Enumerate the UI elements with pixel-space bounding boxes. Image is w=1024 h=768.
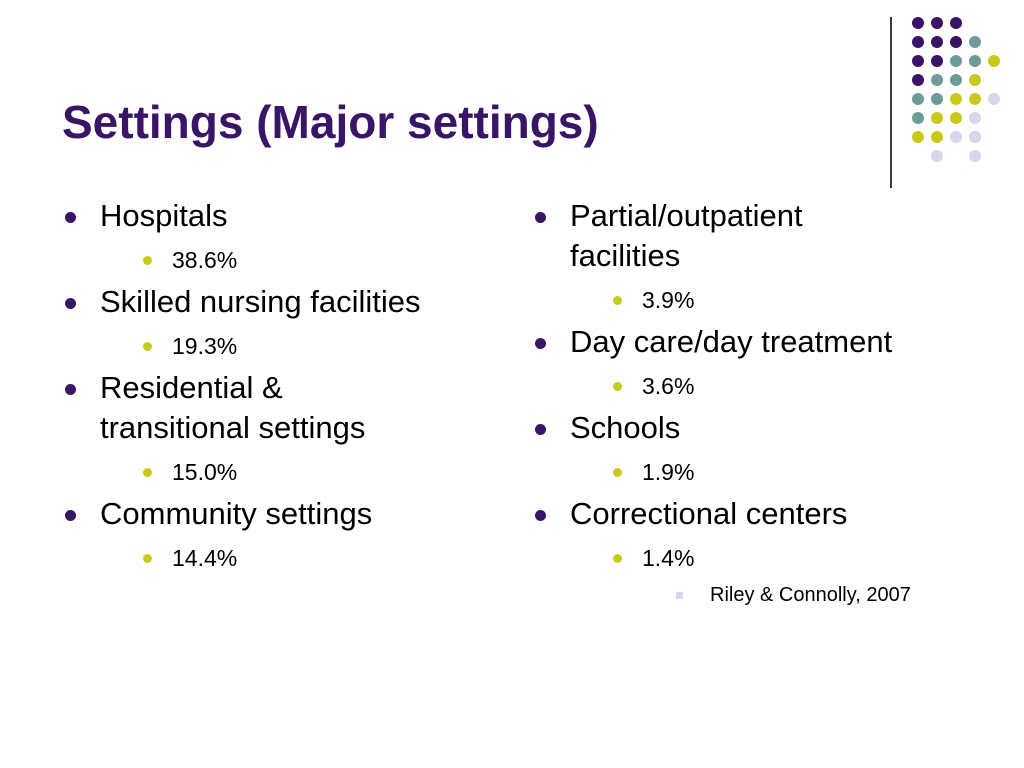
bullet-dot-icon	[613, 296, 622, 305]
bullet-dot-icon	[65, 384, 76, 395]
bullet-dot-icon	[613, 554, 622, 563]
decor-dot	[931, 17, 943, 29]
list-subitem: 14.4%	[62, 536, 502, 580]
decor-dot	[988, 93, 1000, 105]
decor-dot	[931, 74, 943, 86]
decor-dot	[912, 17, 924, 29]
bullet-dot-icon	[535, 424, 546, 435]
list-subitem: 3.9%	[532, 278, 982, 322]
list-item: Correctional centers	[532, 494, 982, 534]
title-divider-line	[890, 17, 892, 188]
setting-label: Hospitals	[100, 198, 228, 233]
setting-label: Community settings	[100, 496, 373, 531]
decor-dot	[912, 112, 924, 124]
decor-dot	[969, 55, 981, 67]
list-subitem: 15.0%	[62, 450, 502, 494]
decor-dot	[912, 93, 924, 105]
decor-dot	[912, 131, 924, 143]
list-item: Residential & transitional settings	[62, 368, 502, 448]
setting-label: Residential & transitional settings	[100, 370, 366, 445]
list-subitem: 19.3%	[62, 324, 502, 368]
bullet-dot-icon	[143, 554, 152, 563]
decor-dot	[950, 131, 962, 143]
bullet-dot-icon	[535, 212, 546, 223]
bullet-dot-icon	[65, 510, 76, 521]
bullet-dot-icon	[535, 338, 546, 349]
setting-percentage: 1.4%	[642, 545, 695, 571]
setting-label: Partial/outpatient facilities	[570, 198, 803, 273]
setting-label: Correctional centers	[570, 496, 848, 531]
list-item: Community settings	[62, 494, 502, 534]
bullet-dot-icon	[143, 468, 152, 477]
decor-dot	[950, 55, 962, 67]
bullet-dot-icon	[613, 468, 622, 477]
decor-dot	[931, 55, 943, 67]
bullet-dot-icon	[613, 382, 622, 391]
list-item: Hospitals	[62, 196, 502, 236]
setting-label: Skilled nursing facilities	[100, 284, 421, 319]
setting-label: Day care/day treatment	[570, 324, 893, 359]
citation-item: Riley & Connolly, 2007	[532, 582, 982, 609]
setting-label: Schools	[570, 410, 681, 445]
decor-dot	[950, 112, 962, 124]
setting-percentage: 3.9%	[642, 287, 695, 313]
list-item: Skilled nursing facilities	[62, 282, 502, 322]
setting-percentage: 38.6%	[172, 247, 238, 273]
list-item: Schools	[532, 408, 982, 448]
decor-dot	[931, 36, 943, 48]
list-item: Day care/day treatment	[532, 322, 982, 362]
decor-dot	[931, 112, 943, 124]
list-subitem: 38.6%	[62, 238, 502, 282]
bullet-dot-icon	[143, 342, 152, 351]
list-subitem: 3.6%	[532, 364, 982, 408]
bullet-dot-icon	[143, 256, 152, 265]
decor-dot	[969, 150, 981, 162]
decor-dot	[969, 93, 981, 105]
right-bullet-list: Partial/outpatient facilities 3.9% Day c…	[532, 196, 982, 609]
decor-dot	[931, 131, 943, 143]
setting-percentage: 1.9%	[642, 459, 695, 485]
decorative-dot-grid	[912, 17, 1000, 162]
decor-dot	[950, 93, 962, 105]
setting-percentage: 3.6%	[642, 373, 695, 399]
setting-percentage: 14.4%	[172, 545, 238, 571]
left-bullet-list: Hospitals 38.6% Skilled nursing faciliti…	[62, 196, 502, 580]
decor-dot	[988, 55, 1000, 67]
decor-dot	[931, 150, 943, 162]
setting-percentage: 19.3%	[172, 333, 238, 359]
bullet-dot-icon	[65, 298, 76, 309]
list-subitem: 1.9%	[532, 450, 982, 494]
list-subitem: 1.4%	[532, 536, 982, 580]
decor-dot	[969, 131, 981, 143]
setting-percentage: 15.0%	[172, 459, 238, 485]
list-item: Partial/outpatient facilities	[532, 196, 982, 276]
decor-dot	[931, 93, 943, 105]
decor-dot	[912, 55, 924, 67]
decor-dot	[950, 17, 962, 29]
decor-dot	[912, 36, 924, 48]
decor-dot	[969, 74, 981, 86]
slide-title: Settings (Major settings)	[62, 96, 599, 148]
citation-text: Riley & Connolly, 2007	[710, 584, 911, 606]
bullet-dot-icon	[65, 212, 76, 223]
bullet-dot-icon	[535, 510, 546, 521]
decor-dot	[912, 74, 924, 86]
decor-dot	[969, 36, 981, 48]
decor-dot	[950, 36, 962, 48]
decor-dot	[969, 112, 981, 124]
decor-dot	[950, 74, 962, 86]
bullet-square-icon	[676, 592, 683, 599]
